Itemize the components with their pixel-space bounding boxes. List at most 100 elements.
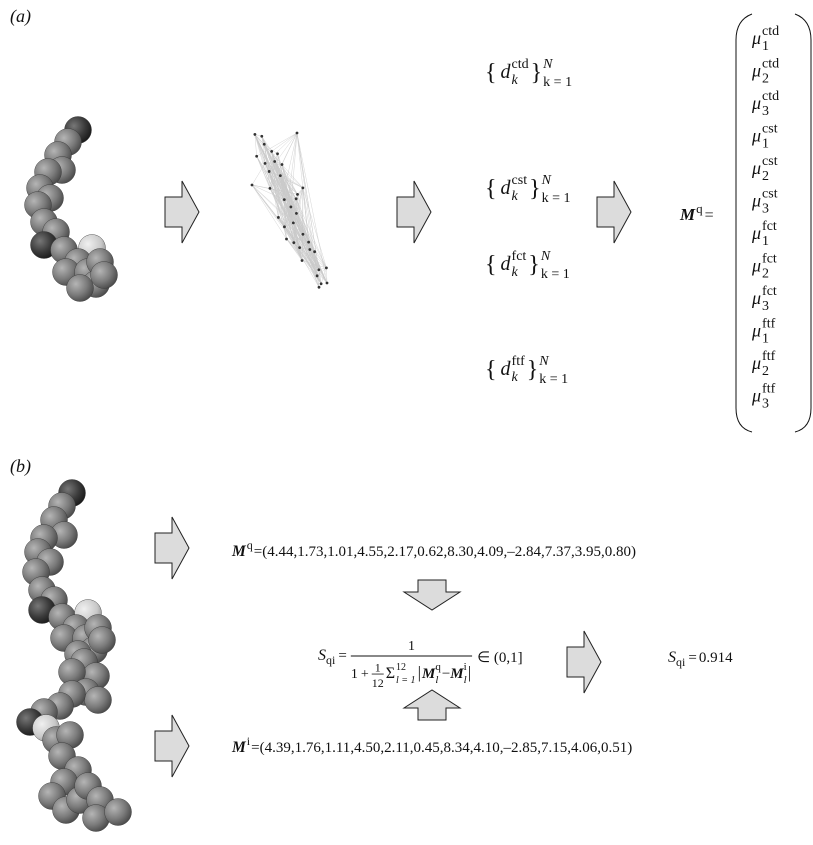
fraction-top: 1	[408, 639, 415, 654]
network-node	[255, 155, 258, 158]
math-text: 1.76	[295, 740, 322, 756]
network-node	[283, 198, 286, 201]
network-node	[260, 135, 263, 138]
network-node	[281, 163, 284, 166]
math-text: q	[696, 201, 703, 216]
subscript: k	[512, 370, 519, 385]
subscript: l = 1	[396, 675, 416, 686]
math-text: M	[421, 666, 436, 682]
subscript: 3	[762, 299, 769, 314]
math-text: 0.51	[601, 740, 627, 756]
math-text: 2.17	[387, 544, 414, 560]
network-node	[292, 241, 295, 244]
superscript: fct	[762, 252, 777, 267]
atom	[91, 262, 118, 289]
math-text: μ	[751, 256, 761, 276]
math-text: {	[485, 176, 497, 202]
math-text: μ	[751, 191, 761, 211]
math-text: }	[528, 252, 540, 278]
network-node	[279, 174, 282, 177]
figure: (a){dkctd}k = 1N{dkcst}k = 1N{dkfct}k = …	[0, 0, 813, 845]
superscript: ctd	[512, 57, 529, 72]
subscript: 3	[762, 104, 769, 119]
math-text: Σ	[386, 665, 395, 682]
math-text: 1.01	[327, 544, 353, 560]
network-node	[277, 216, 280, 219]
math-text: μ	[751, 61, 761, 81]
superscript: cst	[762, 187, 778, 202]
math-text: μ	[751, 223, 761, 243]
math-text: {	[485, 252, 497, 278]
math-text: 4.09	[477, 544, 503, 560]
network-node	[289, 206, 292, 209]
network-node	[302, 233, 305, 236]
superscript: fct	[762, 284, 777, 299]
subscript: 1	[762, 332, 769, 347]
network-node	[276, 152, 279, 155]
network-node	[292, 222, 295, 225]
math-text: =	[688, 650, 696, 666]
math-text: –2.85	[503, 740, 538, 756]
superscript: N	[542, 57, 553, 72]
math-text: {	[485, 60, 497, 86]
superscript: N	[540, 249, 551, 264]
panel-label: (a)	[10, 6, 31, 27]
math-text: 8.34	[444, 740, 471, 756]
network-edge	[252, 163, 265, 185]
subscript: 2	[762, 72, 769, 87]
math-text: qi	[326, 653, 336, 667]
math-text: =	[338, 648, 346, 664]
superscript: i	[464, 661, 467, 673]
atom	[105, 799, 132, 826]
superscript: ctd	[762, 24, 779, 39]
subscript: k = 1	[539, 372, 568, 387]
math-text: q	[247, 538, 253, 552]
math-text: 4.50	[354, 740, 380, 756]
superscript: cst	[762, 122, 778, 137]
network-node	[316, 274, 319, 277]
math-text: )	[631, 544, 636, 560]
math-text: μ	[751, 386, 761, 406]
network-node	[251, 184, 254, 187]
math-text: 7.37	[545, 544, 572, 560]
block-arrow	[404, 580, 460, 610]
atom	[85, 687, 112, 714]
superscript: 12	[396, 662, 406, 673]
block-arrow	[597, 181, 631, 243]
subscript: 2	[762, 169, 769, 184]
network-node	[285, 238, 288, 241]
block-arrow	[404, 690, 460, 720]
math-text: 4.55	[357, 544, 383, 560]
superscript: q	[435, 661, 441, 673]
subscript: l	[464, 674, 467, 686]
subscript: k	[512, 265, 519, 280]
matrix-bracket	[736, 14, 752, 432]
math-text: =	[251, 740, 259, 756]
superscript: ctd	[762, 57, 779, 72]
math-text: 4.44	[267, 544, 294, 560]
math-text: }	[527, 357, 539, 383]
superscript: fct	[512, 249, 527, 264]
subscript: 1	[762, 39, 769, 54]
network-edge	[255, 134, 294, 242]
math-text: |	[418, 663, 421, 682]
molecules	[17, 117, 132, 832]
math-text: M	[231, 543, 247, 560]
panel-label: (b)	[10, 456, 31, 477]
fraction-top: 1	[375, 660, 381, 674]
matrix-bracket	[795, 14, 811, 432]
math-text: 0.45	[414, 740, 440, 756]
subscript: 1	[762, 137, 769, 152]
math-text: {	[485, 357, 497, 383]
math-text: μ	[751, 288, 761, 308]
math-text: S	[318, 647, 326, 664]
network-node	[317, 268, 320, 271]
superscript: ftf	[512, 354, 526, 369]
atom	[89, 627, 116, 654]
math-text: }	[531, 60, 543, 86]
math-text: 2.11	[384, 740, 410, 756]
math-text: –2.84	[506, 544, 541, 560]
network-node	[307, 241, 310, 244]
math-text: μ	[751, 321, 761, 341]
superscript: cst	[512, 173, 528, 188]
